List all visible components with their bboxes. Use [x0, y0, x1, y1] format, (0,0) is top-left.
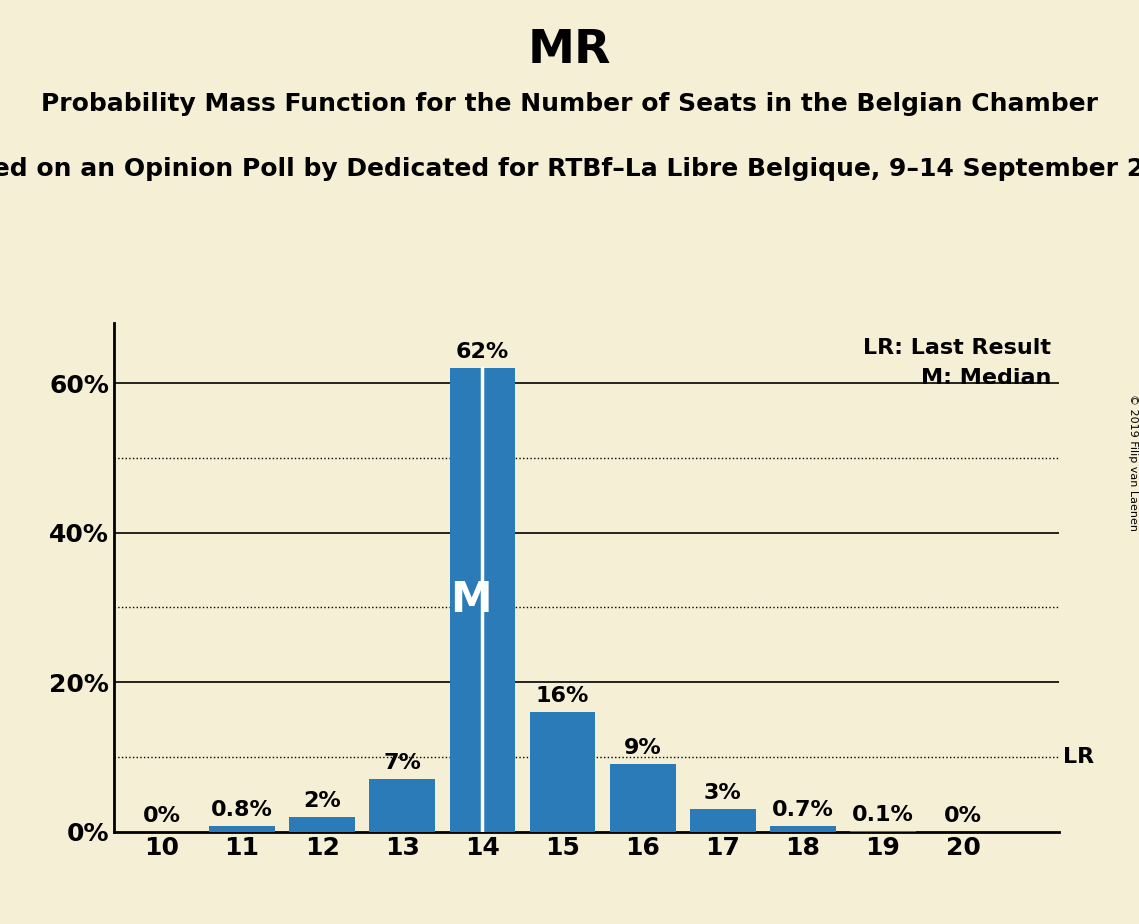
Text: M: M — [450, 579, 491, 621]
Text: 0.7%: 0.7% — [772, 800, 834, 821]
Text: LR: LR — [1064, 747, 1095, 767]
Bar — [530, 712, 596, 832]
Text: 0%: 0% — [144, 806, 181, 826]
Text: © 2019 Filip van Laenen: © 2019 Filip van Laenen — [1129, 394, 1138, 530]
Text: Based on an Opinion Poll by Dedicated for RTBf–La Libre Belgique, 9–14 September: Based on an Opinion Poll by Dedicated fo… — [0, 157, 1139, 181]
Bar — [609, 764, 675, 832]
Text: 0.8%: 0.8% — [211, 799, 273, 820]
Text: 7%: 7% — [384, 753, 421, 773]
Text: 16%: 16% — [535, 686, 589, 706]
Text: 0.1%: 0.1% — [852, 805, 913, 825]
Text: Probability Mass Function for the Number of Seats in the Belgian Chamber: Probability Mass Function for the Number… — [41, 92, 1098, 116]
Bar — [690, 809, 755, 832]
Bar — [289, 817, 355, 832]
Bar — [369, 779, 435, 832]
Text: 2%: 2% — [303, 791, 341, 810]
Text: 3%: 3% — [704, 784, 741, 803]
Bar — [210, 826, 274, 832]
Bar — [770, 826, 836, 832]
Text: 0%: 0% — [944, 806, 982, 826]
Text: MR: MR — [527, 28, 612, 73]
Text: 62%: 62% — [456, 342, 509, 362]
Text: 9%: 9% — [624, 738, 662, 759]
Text: M: Median: M: Median — [921, 369, 1051, 388]
Bar — [450, 369, 515, 832]
Text: LR: Last Result: LR: Last Result — [863, 338, 1051, 359]
